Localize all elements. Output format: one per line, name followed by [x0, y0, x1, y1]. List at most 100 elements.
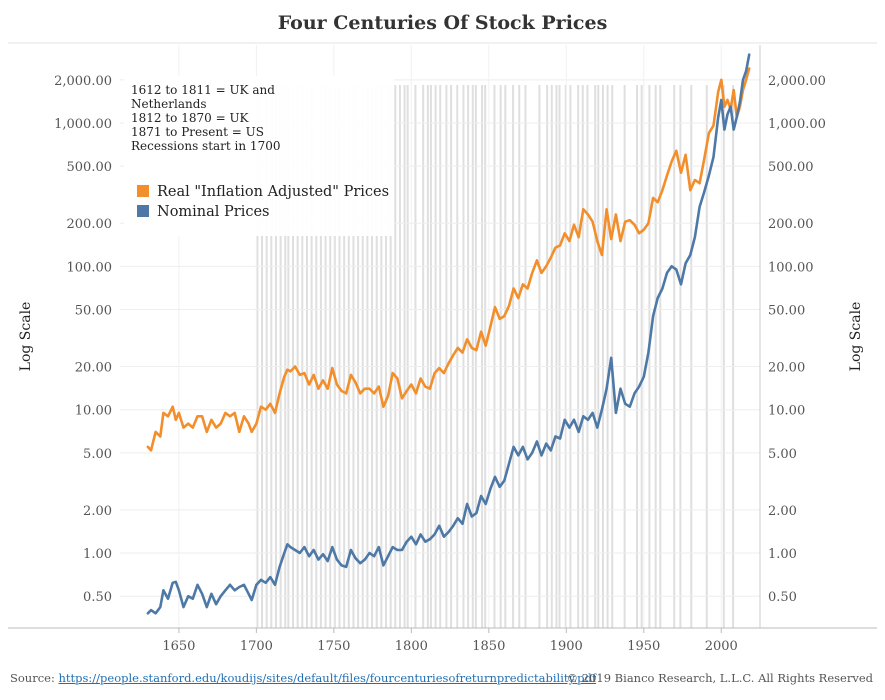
- y-tick-label-right: 0.50: [768, 590, 797, 605]
- recession-band: [722, 85, 725, 628]
- recession-band: [270, 85, 273, 628]
- recession-band: [558, 85, 561, 628]
- series-lines: [146, 53, 751, 615]
- recession-band: [474, 85, 477, 628]
- y-axis-title-left: Log Scale: [18, 302, 34, 372]
- y-tick-label-right: 500.00: [768, 160, 814, 175]
- y-tick-label-right: 100.00: [768, 260, 814, 275]
- y-tick-label-right: 1.00: [768, 547, 797, 562]
- recession-band: [581, 85, 584, 628]
- y-tick-label-left: 200.00: [67, 217, 113, 232]
- x-tick-label: 1650: [162, 639, 195, 654]
- recession-band: [403, 85, 406, 628]
- nominal-prices-line: [146, 53, 751, 615]
- recession-band: [690, 85, 693, 628]
- recession-band: [462, 85, 465, 628]
- recession-band: [512, 85, 515, 628]
- y-tick-label-right: 10.00: [768, 404, 805, 419]
- recession-band: [338, 85, 341, 628]
- recession-band: [471, 85, 474, 628]
- legend-swatch-real: [137, 185, 149, 197]
- real-prices-line: [146, 67, 751, 452]
- recession-band: [274, 85, 277, 628]
- recession-band: [301, 85, 304, 628]
- recession-band: [705, 85, 708, 628]
- recession-band: [380, 85, 383, 628]
- recession-band: [366, 85, 369, 628]
- recession-band: [315, 85, 318, 628]
- page-title: Four Centuries Of Stock Prices: [277, 12, 608, 34]
- x-tick-label: 1950: [627, 639, 660, 654]
- y-tick-label-left: 2,000.00: [54, 74, 112, 89]
- recession-band: [406, 85, 409, 628]
- legend-box: [124, 76, 394, 236]
- y-tick-label-left: 10.00: [75, 404, 112, 419]
- recession-band: [256, 85, 259, 628]
- x-tick-label: 1750: [317, 639, 350, 654]
- recession-band: [654, 85, 657, 628]
- recession-band: [375, 85, 378, 628]
- y-tick-label-right: 2.00: [768, 504, 797, 519]
- recession-band: [597, 85, 600, 628]
- y-tick-label-right: 1,000.00: [768, 117, 826, 132]
- recession-band: [398, 85, 401, 628]
- recession-band: [310, 85, 313, 628]
- recession-band: [659, 85, 662, 628]
- recession-band: [569, 85, 572, 628]
- x-tick-label: 2000: [705, 639, 738, 654]
- y-tick-label-left: 500.00: [67, 160, 113, 175]
- recession-band: [361, 85, 364, 628]
- source-label: Source:: [10, 671, 59, 685]
- y-tick-label-left: 1.00: [83, 547, 112, 562]
- recession-band: [384, 85, 387, 628]
- recession-band: [426, 85, 429, 628]
- recession-band: [414, 85, 417, 628]
- recession-band: [445, 85, 448, 628]
- recession-band: [550, 85, 553, 628]
- y-tick-label-left: 50.00: [75, 303, 112, 318]
- recession-band: [284, 85, 287, 628]
- source-footer: Source: https://people.stanford.edu/koud…: [10, 671, 596, 685]
- recession-band: [611, 85, 614, 628]
- recession-band: [324, 85, 327, 628]
- recession-band: [577, 85, 580, 628]
- recession-band: [564, 85, 567, 628]
- recession-band: [357, 85, 360, 628]
- recession-band: [305, 85, 308, 628]
- gridlines: [120, 45, 760, 628]
- recession-band: [319, 85, 322, 628]
- y-tick-label-left: 100.00: [67, 260, 113, 275]
- recession-band: [422, 85, 425, 628]
- recession-band: [673, 85, 676, 628]
- recession-band: [279, 85, 282, 628]
- annotation-line: 1871 to Present = US: [131, 125, 264, 139]
- recession-band: [429, 85, 432, 628]
- recession-band: [493, 85, 496, 628]
- y-tick-label-left: 0.50: [83, 590, 112, 605]
- y-tick-label-left: 20.00: [75, 361, 112, 376]
- annotation-line: 1812 to 1870 = UK: [131, 111, 250, 125]
- annotation-line: Netherlands: [131, 97, 207, 111]
- recession-band: [481, 85, 484, 628]
- legend-label-real: Real "Inflation Adjusted" Prices: [157, 184, 389, 200]
- recession-band: [504, 85, 507, 628]
- y-tick-label-left: 2.00: [83, 504, 112, 519]
- recession-band: [389, 85, 392, 628]
- recession-band: [329, 85, 332, 628]
- x-tick-label: 1850: [472, 639, 505, 654]
- recession-band: [343, 85, 346, 628]
- recession-band: [640, 85, 643, 628]
- source-link[interactable]: https://people.stanford.edu/koudijs/site…: [58, 671, 597, 685]
- y-tick-label-right: 20.00: [768, 361, 805, 376]
- y-tick-label-right: 50.00: [768, 303, 805, 318]
- recession-band: [732, 85, 735, 628]
- y-tick-label-right: 5.00: [768, 447, 797, 462]
- recession-band: [467, 85, 470, 628]
- recession-band: [333, 85, 336, 628]
- recession-band: [434, 85, 437, 628]
- recession-band: [679, 85, 682, 628]
- recession-band: [265, 85, 268, 628]
- recession-band: [352, 85, 355, 628]
